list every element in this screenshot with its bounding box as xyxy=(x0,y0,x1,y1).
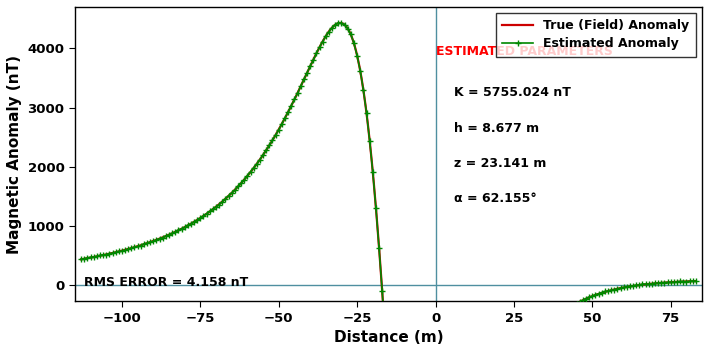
True (Field) Anomaly xyxy=(541,328,549,332)
True (Field) Anomaly xyxy=(144,241,152,245)
True (Field) Anomaly xyxy=(237,181,245,185)
Text: z = 23.141 m: z = 23.141 m xyxy=(454,157,547,170)
True (Field) Anomaly xyxy=(691,279,700,283)
Estimated Anomaly xyxy=(334,21,342,25)
True (Field) Anomaly xyxy=(336,21,345,25)
Estimated Anomaly xyxy=(638,282,647,286)
X-axis label: Distance (m): Distance (m) xyxy=(334,330,443,345)
True (Field) Anomaly xyxy=(77,257,86,262)
Text: RMS ERROR = 4.158 nT: RMS ERROR = 4.158 nT xyxy=(84,276,249,289)
Estimated Anomaly xyxy=(184,223,192,227)
Estimated Anomaly xyxy=(208,207,217,211)
Text: K = 5755.024 nT: K = 5755.024 nT xyxy=(454,86,571,99)
True (Field) Anomaly xyxy=(340,23,349,27)
Text: h = 8.677 m: h = 8.677 m xyxy=(454,122,540,135)
Line: Estimated Anomaly: Estimated Anomaly xyxy=(78,19,699,352)
Y-axis label: Magnetic Anomaly (nT): Magnetic Anomaly (nT) xyxy=(7,55,22,253)
Estimated Anomaly xyxy=(77,257,86,261)
True (Field) Anomaly xyxy=(609,288,618,292)
Text: α = 62.155°: α = 62.155° xyxy=(454,192,537,205)
Estimated Anomaly xyxy=(691,279,700,283)
Estimated Anomaly xyxy=(96,253,104,257)
Text: ESTIMATED PARAMETERS: ESTIMATED PARAMETERS xyxy=(435,45,613,58)
Legend: True (Field) Anomaly, Estimated Anomaly: True (Field) Anomaly, Estimated Anomaly xyxy=(496,13,696,57)
Estimated Anomaly xyxy=(89,255,98,259)
Line: True (Field) Anomaly: True (Field) Anomaly xyxy=(82,23,696,352)
